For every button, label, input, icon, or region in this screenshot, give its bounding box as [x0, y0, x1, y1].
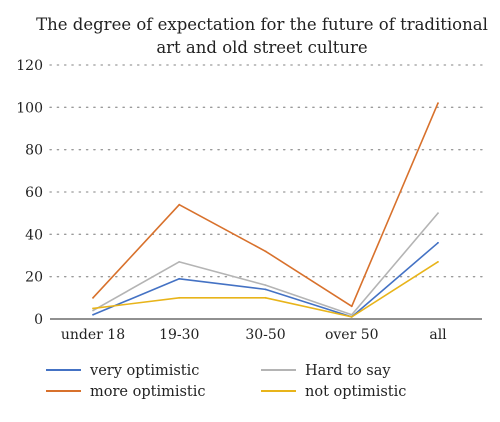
y-tick-label: 120 [16, 58, 43, 74]
legend-item: not optimistic [261, 384, 406, 400]
grid [49, 64, 483, 278]
data-point [264, 296, 267, 299]
data-point [178, 260, 181, 263]
series-very-optimistic [92, 241, 439, 318]
chart-title: The degree of expectation for the future… [36, 15, 488, 57]
legend-item: more optimistic [46, 384, 206, 400]
data-point [92, 296, 94, 299]
chart-title-line-1: The degree of expectation for the future… [36, 15, 488, 34]
legend-item: very optimistic [46, 363, 199, 379]
legend-label: more optimistic [90, 384, 206, 400]
x-tick-label: over 50 [325, 327, 379, 343]
y-tick-label: 100 [16, 100, 43, 116]
legend-item: Hard to say [261, 363, 391, 379]
legend-label: not optimistic [305, 384, 406, 400]
series-hard-to-say [92, 212, 439, 316]
series-line [92, 242, 439, 318]
x-tick-label: 30-50 [245, 327, 285, 343]
x-tick-label: under 18 [61, 327, 125, 343]
legend-label: very optimistic [89, 363, 199, 379]
y-tick-label: 20 [25, 270, 43, 286]
data-point [92, 307, 94, 310]
series-more-optimistic [92, 102, 439, 308]
data-point [437, 212, 439, 215]
data-point [264, 250, 267, 253]
data-point [350, 305, 353, 308]
data-point [178, 277, 181, 280]
data-point [437, 102, 439, 104]
data-point [437, 260, 439, 263]
data-point [178, 203, 181, 206]
data-point [178, 296, 181, 299]
y-tick-label: 60 [25, 185, 43, 201]
x-tick-label: 19-30 [159, 327, 199, 343]
data-point [350, 315, 353, 318]
series [92, 102, 439, 318]
chart-title-line-2: art and old street culture [156, 38, 367, 57]
data-point [350, 313, 353, 316]
axes: 0 20 40 60 80 100 120 under 18 19-30 30-50 over 50… [16, 58, 482, 343]
y-tick-label: 40 [25, 227, 43, 243]
series-not-optimistic [92, 260, 439, 318]
data-point [264, 284, 267, 287]
x-tick-label: all [429, 327, 447, 343]
legend-label: Hard to say [305, 363, 391, 379]
data-point [264, 288, 267, 291]
data-point [437, 241, 439, 244]
series-line [92, 212, 439, 316]
y-tick-label: 0 [34, 312, 43, 328]
legend: very optimistic Hard to say more optimisti… [46, 363, 406, 400]
series-line [92, 102, 439, 308]
y-tick-label: 80 [25, 143, 43, 159]
data-point [92, 313, 94, 316]
data-point [92, 309, 94, 312]
